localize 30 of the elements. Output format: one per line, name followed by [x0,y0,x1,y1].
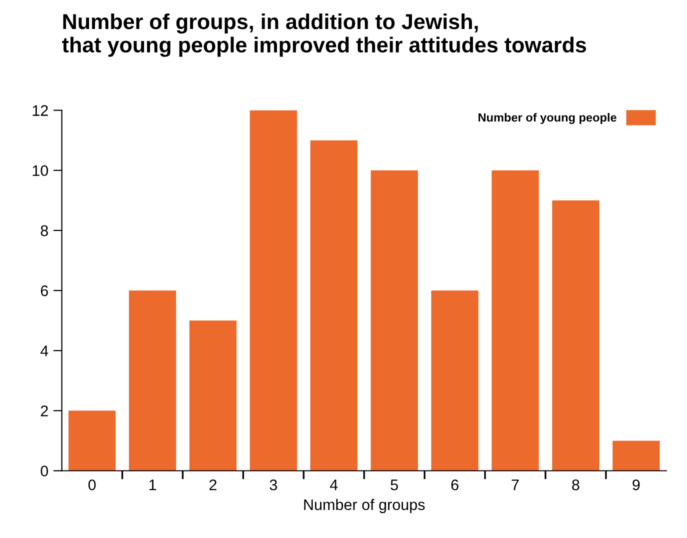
bar [431,290,478,471]
bar [68,410,116,471]
x-tick-label: 3 [270,479,278,490]
bar [310,140,358,471]
legend-label: Number of young people [478,112,616,124]
y-tick-label: 10 [32,165,48,176]
bar [250,110,298,471]
x-tick-label: 8 [572,479,580,490]
bar [189,320,237,471]
y-tick-label: 4 [40,346,48,356]
bar [552,200,600,471]
chart-title: Number of groups, in addition to Jewish, that young people improved their attitudes towards [62,13,586,57]
x-tick-label: 7 [512,480,519,490]
bar [370,170,418,471]
x-tick-label: 9 [632,479,640,490]
x-tick-label: 2 [209,479,216,490]
x-tick-label: 1 [149,480,156,490]
x-tick-label: 4 [330,480,338,490]
bar [612,440,660,471]
y-tick-label: 12 [32,105,48,116]
y-tick-label: 0 [40,466,48,476]
x-tick-label: 0 [88,479,96,490]
y-tick-label: 6 [40,285,48,296]
y-tick-label: 2 [40,406,48,416]
bar [492,170,539,471]
x-tick-label: 5 [390,480,398,490]
x-tick-label: 6 [451,479,458,490]
x-axis-title: Number of groups [304,498,425,514]
bar [128,290,176,471]
y-tick-label: 8 [40,225,48,236]
